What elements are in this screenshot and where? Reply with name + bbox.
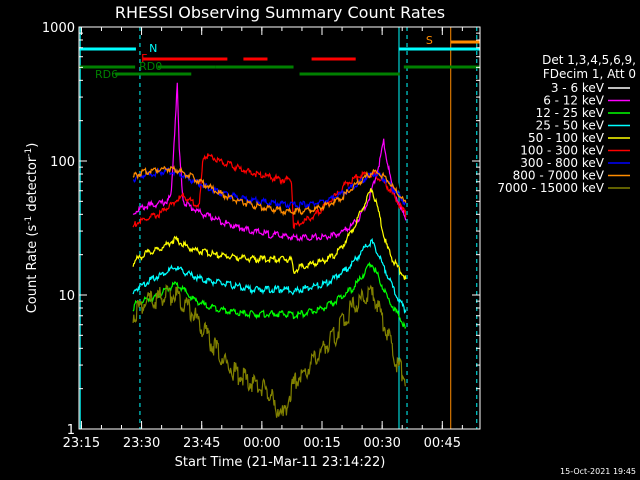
series-line (132, 237, 407, 315)
flag-bars (79, 40, 480, 76)
x-tick-label: 23:45 (183, 436, 220, 451)
legend-title-line-2: FDecim 1, Att 0 (543, 67, 636, 81)
y-axis-ticks: 1 10 100 1000 (42, 21, 480, 438)
legend-title-line-1: Det 1,3,4,5,6,9, (542, 53, 636, 67)
series-line (132, 82, 407, 242)
footer-timestamp: 15-Oct-2021 19:45 (560, 467, 636, 476)
legend-label: 800 - 7000 keV (513, 169, 605, 183)
legend-label: 100 - 300 keV (520, 144, 604, 158)
plot-frame (78, 26, 481, 430)
y-axis-label-sup-1: -1 (24, 216, 34, 225)
flag-label-s: S (426, 34, 433, 47)
y-tick-label: 100 (50, 155, 75, 170)
flag-label-rd6: RD6 (95, 68, 118, 81)
legend-label: 12 - 25 keV (536, 106, 605, 120)
series-line (132, 284, 406, 418)
legend-label: 300 - 800 keV (520, 156, 604, 170)
series-line (132, 165, 407, 217)
y-axis-label-mid: detector (25, 156, 40, 216)
legend-label: 50 - 100 keV (528, 131, 605, 145)
legend-label: 7000 - 15000 keV (497, 181, 604, 195)
legend: Det 1,3,4,5,6,9, FDecim 1, Att 0 3 - 6 k… (497, 53, 636, 195)
x-tick-label: 00:00 (243, 436, 280, 451)
flag-label-f: F (141, 52, 147, 65)
legend-label: 6 - 12 keV (543, 94, 605, 108)
y-axis-label-sup-2: -1 (24, 148, 34, 157)
flag-label-rd0: RD0 (139, 60, 162, 73)
series-line (132, 153, 407, 230)
y-axis-label-end: ) (25, 143, 40, 148)
y-tick-label: 10 (58, 289, 75, 304)
x-tick-label: 23:30 (123, 436, 160, 451)
x-axis-ticks: 23:15 23:30 23:45 00:00 00:15 00:30 00:45 (63, 27, 463, 451)
y-axis-label: Count Rate (s-1 detector-1) (24, 143, 40, 314)
series-line (132, 188, 407, 280)
flag-label-n: N (149, 42, 157, 55)
legend-label: 25 - 50 keV (536, 119, 605, 133)
series-lines (132, 82, 407, 418)
x-tick-label: 00:45 (424, 436, 461, 451)
legend-label: 3 - 6 keV (551, 81, 605, 95)
x-tick-label: 23:15 (63, 436, 100, 451)
x-tick-label: 00:30 (363, 436, 400, 451)
x-axis-label: Start Time (21-Mar-11 23:14:22) (175, 455, 386, 470)
x-tick-label: 00:15 (303, 436, 340, 451)
y-tick-label: 1 (67, 423, 75, 438)
y-axis-label-main: Count Rate (s (25, 225, 40, 314)
series-line (132, 261, 407, 330)
chart-title: RHESSI Observing Summary Count Rates (115, 3, 445, 22)
vertical-markers (79, 27, 478, 429)
y-tick-label: 1000 (42, 21, 75, 36)
plot-area: 1 10 100 1000 23:15 23:30 23:45 00:00 00:15 00:3… (42, 21, 481, 451)
